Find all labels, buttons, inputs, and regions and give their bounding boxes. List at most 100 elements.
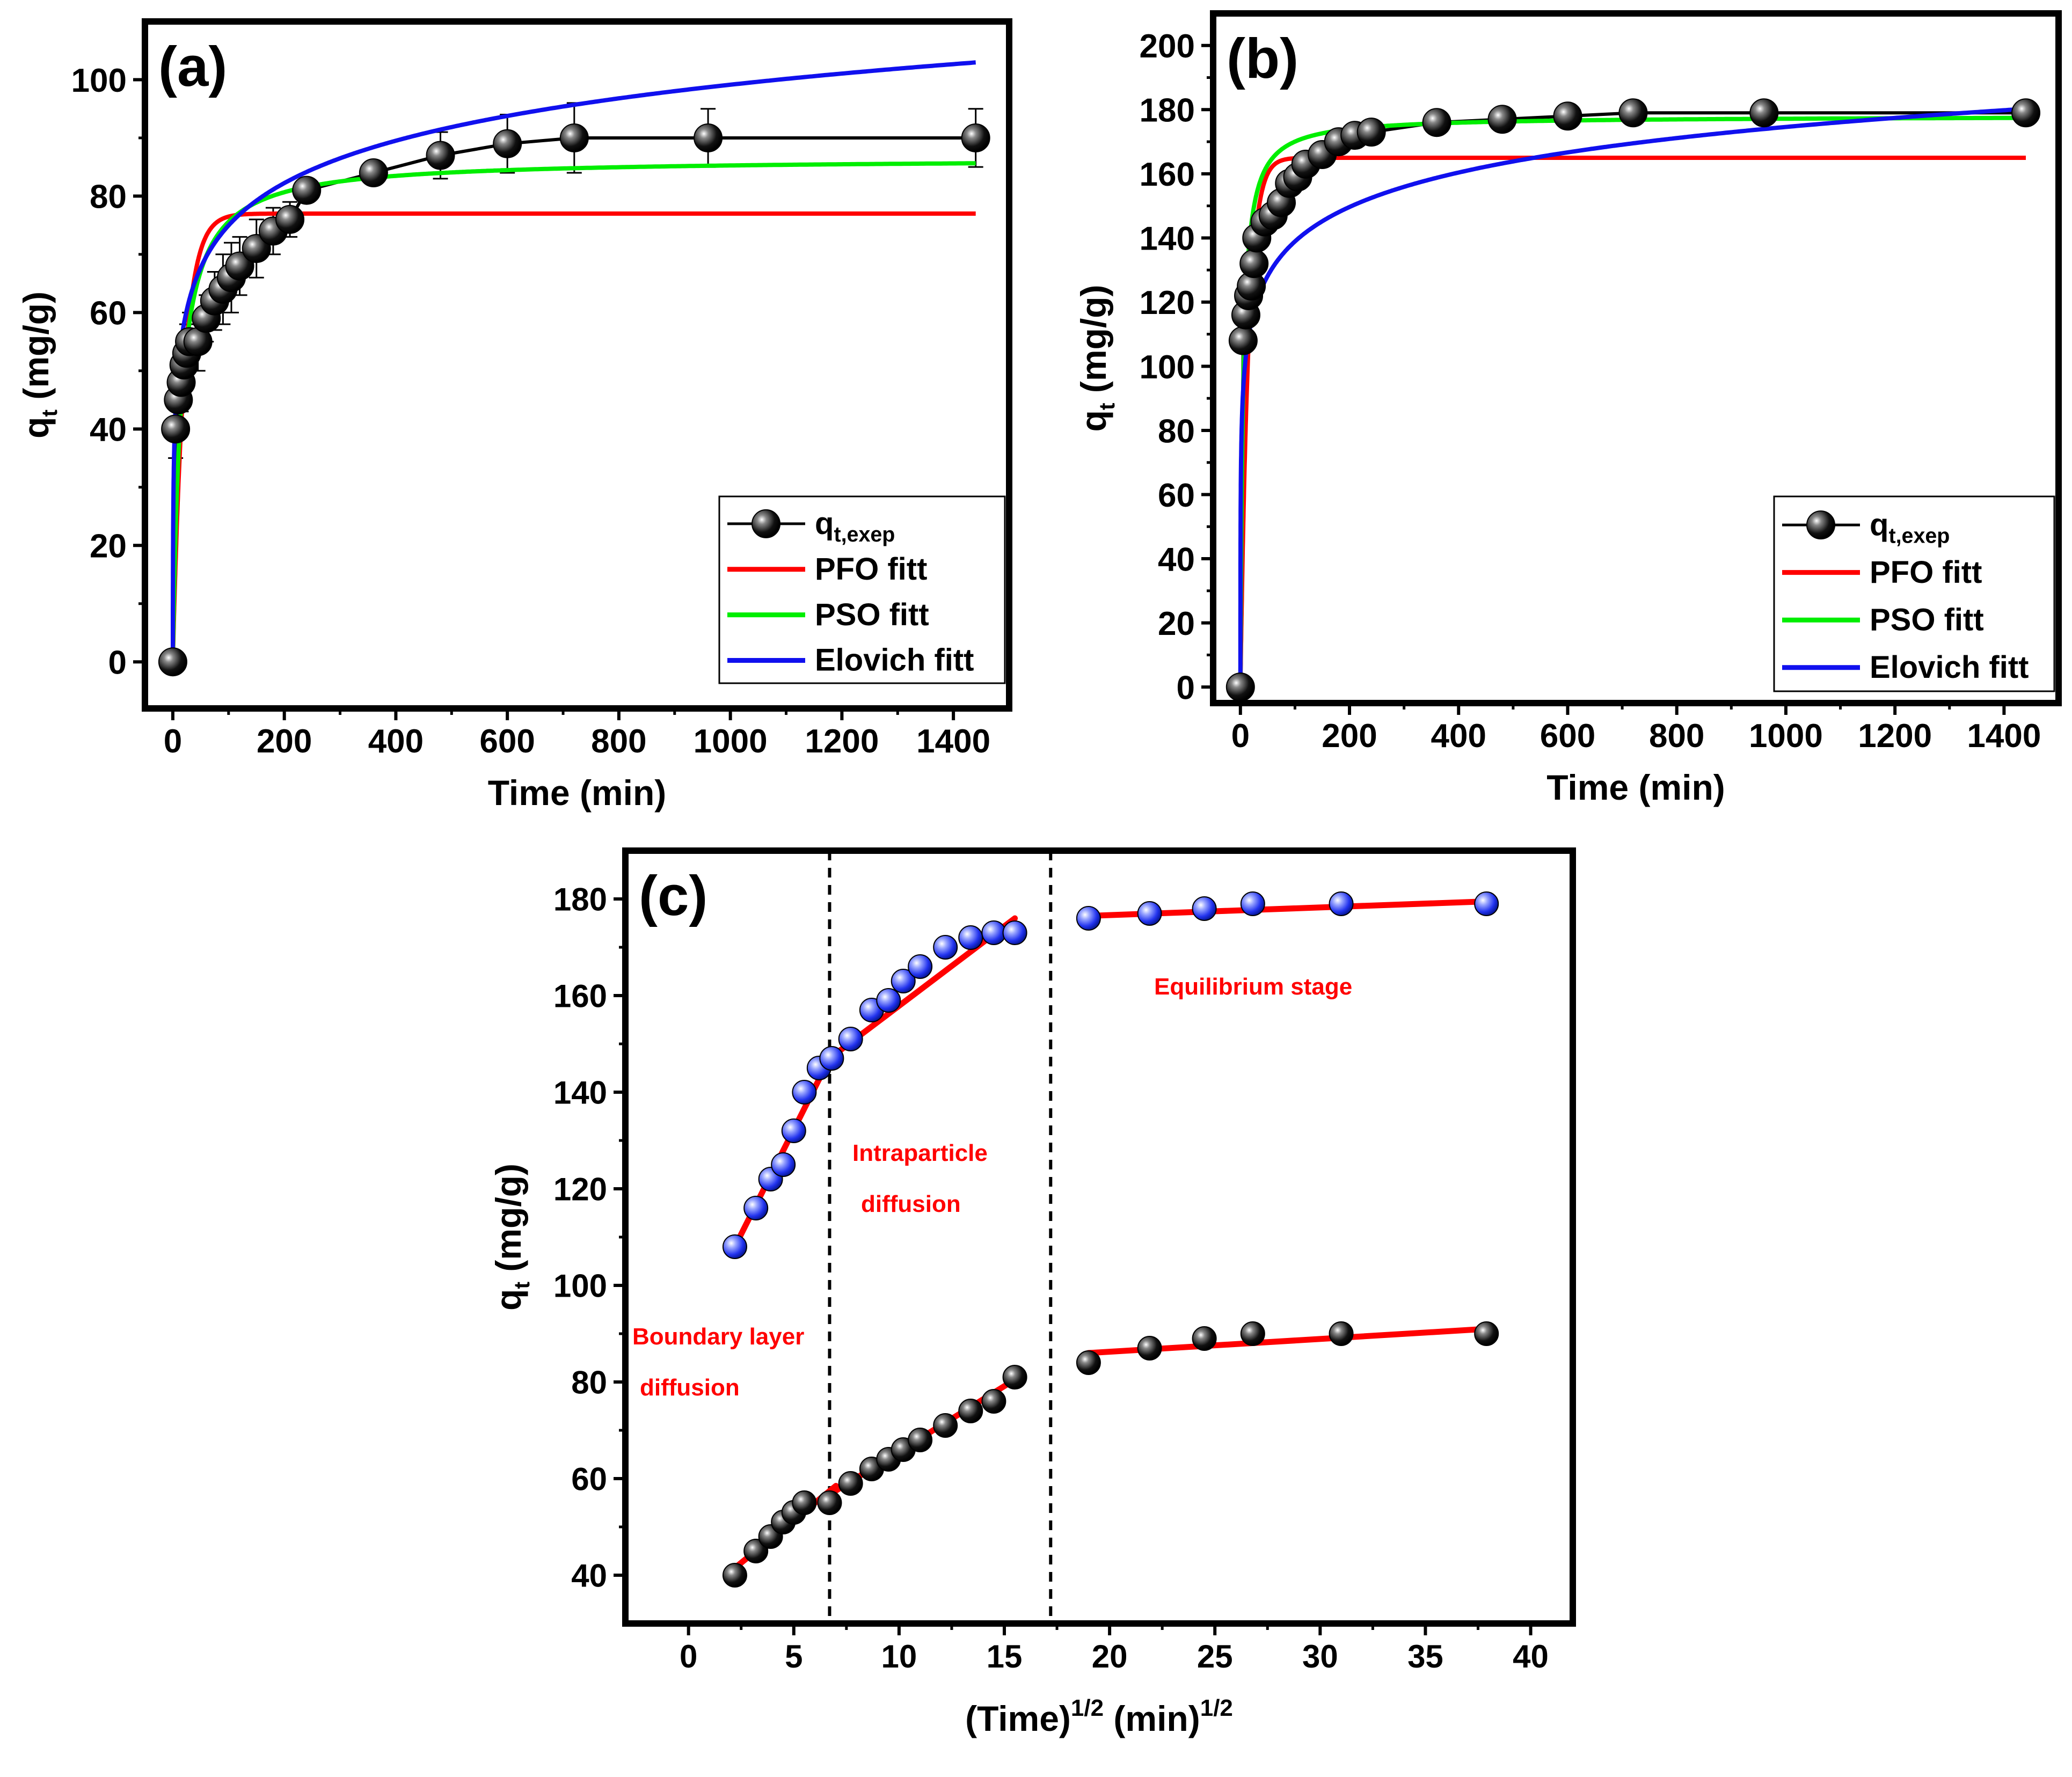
y-tick-label: 200 xyxy=(1140,28,1195,65)
blue-data-point xyxy=(876,988,901,1013)
legend-label: qt,exep xyxy=(1870,507,1950,547)
x-tick-label: 35 xyxy=(1407,1639,1443,1674)
x-tick-label: 800 xyxy=(591,723,646,760)
y-axis-title: qt (mg/g) xyxy=(16,291,62,438)
panel-b-chart: 0 200 400 600 800 1000 1200 1400 0 20 40 60 80 100 120… xyxy=(1074,10,2062,807)
black-data-point xyxy=(1329,1321,1354,1346)
x-tick-label: 200 xyxy=(257,723,312,760)
y-tick-label: 40 xyxy=(1158,541,1195,578)
y-axis-title: qt (mg/g) xyxy=(488,1164,534,1311)
data-point xyxy=(359,158,388,188)
blue-data-point xyxy=(958,925,983,950)
y-tick-label: 160 xyxy=(1140,156,1195,193)
x-tick-label: 1400 xyxy=(916,723,990,760)
x-tick-label: 15 xyxy=(987,1639,1023,1674)
blue-data-point xyxy=(1192,896,1217,921)
data-point xyxy=(1225,672,1255,702)
x-tick-label: 5 xyxy=(785,1639,802,1674)
y-tick-label: 60 xyxy=(571,1461,607,1497)
blue-data-point xyxy=(792,1080,817,1105)
legend-label: qt,exep xyxy=(815,506,895,546)
blue-data-point xyxy=(771,1152,796,1177)
elovich-fit-line xyxy=(170,60,976,662)
x-tick-label: 0 xyxy=(164,723,182,760)
x-axis-title: Time (min) xyxy=(488,773,666,813)
data-point xyxy=(1749,98,1779,128)
annotation-equilibrium: Equilibrium stage xyxy=(1154,974,1352,1000)
data-point xyxy=(275,204,305,234)
x-tick-label: 1400 xyxy=(1967,718,2041,755)
annotation-intraparticle: Intraparticle xyxy=(852,1140,988,1166)
y-tick-label: 0 xyxy=(1177,669,1195,706)
blue-data-point xyxy=(908,954,933,979)
y-axis-title: qt (mg/g) xyxy=(1074,285,1119,432)
black-data-point xyxy=(838,1471,863,1496)
data-point xyxy=(426,141,455,170)
data-point xyxy=(1356,118,1386,147)
y-tick-label: 20 xyxy=(1158,605,1195,642)
annotation-boundary: diffusion xyxy=(640,1374,740,1401)
x-axis-title: Time (min) xyxy=(1546,767,1725,807)
legend-marker xyxy=(1806,510,1835,540)
data-point xyxy=(158,647,187,677)
x-tick-label: 10 xyxy=(881,1639,917,1674)
x-tick-label: 200 xyxy=(1322,718,1377,755)
data-point xyxy=(961,123,990,152)
legend-label: PSO fitt xyxy=(815,597,929,632)
x-tick-label: 0 xyxy=(680,1639,697,1674)
annotation-intraparticle: diffusion xyxy=(861,1191,961,1217)
blue-data-point xyxy=(1002,920,1027,945)
black-data-point xyxy=(1002,1365,1027,1390)
y-tick-label: 20 xyxy=(90,528,127,565)
blue-data-point xyxy=(1137,901,1162,926)
y-tick-label: 120 xyxy=(553,1172,607,1208)
x-tick-label: 0 xyxy=(1231,718,1250,755)
x-tick-label: 400 xyxy=(1431,718,1486,755)
blue-data-point xyxy=(722,1234,747,1259)
blue-data-point xyxy=(1329,891,1354,916)
y-tick-label: 160 xyxy=(553,978,607,1014)
y-tick-label: 0 xyxy=(108,645,127,682)
blue-data-point xyxy=(933,935,958,960)
y-tick-label: 80 xyxy=(1158,413,1195,450)
black-data-point xyxy=(1192,1326,1217,1351)
blue-data-point xyxy=(1076,906,1101,931)
black-data-point xyxy=(792,1490,817,1515)
x-tick-label: 1200 xyxy=(805,723,879,760)
black-data-point xyxy=(722,1563,747,1588)
x-tick-label: 600 xyxy=(479,723,535,760)
plot-frame xyxy=(142,18,1012,712)
data-point xyxy=(1553,101,1582,131)
x-tick-label: 1000 xyxy=(694,723,768,760)
panel-label: (a) xyxy=(158,35,227,98)
y-tick-label: 60 xyxy=(1158,477,1195,514)
x-tick-label: 20 xyxy=(1092,1639,1128,1674)
annotation-boundary: Boundary layer xyxy=(632,1323,804,1350)
data-point xyxy=(493,129,522,158)
blue-data-point xyxy=(981,920,1006,945)
panel-c-chart: 0 5 10 15 20 25 30 35 40 40 60 80 100 120 140 160 180 (c)… xyxy=(488,847,1576,1738)
y-tick-label: 40 xyxy=(571,1558,607,1594)
black-data-point xyxy=(981,1389,1006,1414)
legend-label: PFO fitt xyxy=(1870,555,1982,590)
y-tick-label: 40 xyxy=(90,412,127,449)
y-tick-label: 120 xyxy=(1140,284,1195,321)
black-data-point xyxy=(1137,1336,1162,1361)
panel-a-chart: 0 200 400 600 800 1000 1200 1400 0 20 40 60 80 100 (a)… xyxy=(16,18,1012,813)
x-tick-label: 30 xyxy=(1302,1639,1338,1674)
x-tick-label: 400 xyxy=(368,723,424,760)
blue-data-point xyxy=(819,1046,844,1071)
y-tick-label: 80 xyxy=(571,1365,607,1401)
data-point xyxy=(1228,326,1258,355)
blue-data-point xyxy=(1240,891,1265,916)
x-tick-label: 600 xyxy=(1540,718,1595,755)
data-point xyxy=(161,414,191,444)
y-tick-label: 60 xyxy=(90,295,127,332)
black-data-point xyxy=(958,1399,983,1423)
blue-data-point xyxy=(838,1027,863,1051)
legend-label: PFO fitt xyxy=(815,552,927,587)
black-data-point xyxy=(933,1413,958,1438)
x-tick-label: 25 xyxy=(1197,1639,1233,1674)
y-tick-label: 180 xyxy=(1140,92,1195,129)
